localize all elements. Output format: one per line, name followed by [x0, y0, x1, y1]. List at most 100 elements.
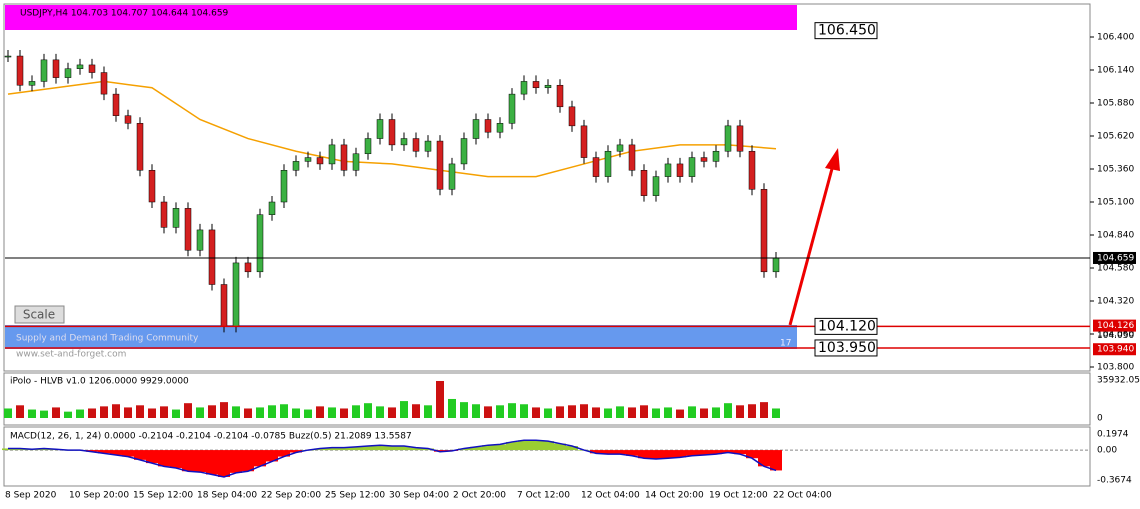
volume-bar — [604, 408, 612, 418]
axis-mark-label: 104.126 — [1097, 321, 1134, 331]
volume-bar — [688, 406, 696, 418]
macd-bar — [110, 450, 122, 455]
volume-bar — [124, 407, 132, 418]
macd-bar — [254, 450, 266, 467]
macd-bar — [98, 450, 110, 454]
price-tick-label: 104.320 — [1097, 297, 1134, 307]
macd-bar — [314, 448, 326, 451]
axis-mark-box — [1093, 343, 1136, 356]
volume-bar — [364, 403, 372, 418]
candle — [676, 163, 684, 177]
scale-button[interactable] — [14, 305, 65, 324]
price-tick-label: 105.880 — [1097, 99, 1134, 109]
macd-bar — [542, 441, 554, 451]
macd-title: MACD(12, 26, 1, 24) 0.0000 -0.2104 -0.21… — [10, 432, 412, 442]
candle — [772, 257, 780, 273]
candle — [28, 81, 36, 86]
volume-bar — [676, 409, 684, 418]
candle — [412, 138, 420, 152]
time-label: 22 Sep 20:00 — [261, 491, 321, 501]
candle — [556, 84, 564, 108]
candle — [604, 150, 612, 177]
arrow — [788, 164, 835, 326]
candle — [148, 170, 156, 203]
volume-tick-label: 0 — [1097, 414, 1103, 424]
candle — [688, 157, 696, 177]
volume-bar — [568, 405, 576, 418]
volume-bar — [88, 408, 96, 418]
volume-bar — [664, 407, 672, 418]
macd-bar — [710, 450, 722, 455]
candle — [460, 138, 468, 165]
level-label: 103.950 — [818, 340, 876, 356]
macd-bar — [698, 450, 710, 455]
time-label: 22 Oct 04:00 — [773, 491, 832, 501]
macd-bar — [530, 440, 542, 451]
macd-bar — [482, 445, 494, 451]
candle — [628, 144, 636, 171]
volume-bar — [556, 406, 564, 418]
candle — [52, 59, 60, 78]
macd-line — [8, 439, 777, 478]
zone-count: 17 — [780, 339, 791, 349]
candle — [700, 157, 708, 162]
price-tick-label: 105.620 — [1097, 132, 1134, 142]
macd-bar — [194, 450, 206, 473]
volume-bar — [400, 401, 408, 418]
macd-bar — [326, 447, 338, 451]
macd-bar — [722, 450, 734, 453]
current-price-box — [1093, 251, 1136, 264]
volume-bar — [268, 405, 276, 418]
volume-bar — [532, 407, 540, 418]
candle — [760, 189, 768, 273]
macd-bar — [374, 445, 386, 451]
macd-bar — [146, 450, 158, 464]
price-tick-label: 104.580 — [1097, 264, 1134, 274]
macd-bar — [458, 448, 470, 451]
macd-bar — [218, 450, 230, 477]
macd-bar — [14, 448, 26, 451]
volume-bar — [508, 403, 516, 418]
volume-bar — [472, 404, 480, 418]
volume-bar — [184, 403, 192, 418]
volume-bar — [148, 408, 156, 418]
arrow-head — [825, 148, 840, 171]
volume-bar — [280, 404, 288, 418]
macd-bar — [662, 450, 674, 459]
macd-bar — [422, 448, 434, 451]
scale-label[interactable]: Scale — [23, 308, 55, 322]
macd-bar — [278, 450, 290, 457]
macd-tick-label: 0.1974 — [1097, 430, 1129, 440]
macd-bar — [566, 446, 578, 451]
candle — [448, 163, 456, 190]
current-price-label: 104.659 — [1097, 253, 1134, 263]
candle — [160, 201, 168, 228]
price-tick-label: 105.100 — [1097, 198, 1134, 208]
volume-bar — [52, 407, 60, 418]
axis-mark-label: 104.050 — [1097, 331, 1134, 341]
candle — [652, 176, 660, 196]
candle — [568, 106, 576, 127]
level-box — [814, 339, 878, 357]
level-label: 106.450 — [818, 23, 876, 39]
volume-bar — [256, 407, 264, 418]
macd-bar — [386, 446, 398, 451]
macd-bar — [122, 450, 134, 457]
macd-tick-label: -0.3674 — [1097, 476, 1132, 486]
candle — [304, 157, 312, 162]
volume-bar — [352, 405, 360, 418]
macd-bar — [590, 450, 602, 454]
macd-bar — [2, 448, 14, 451]
volume-bar — [40, 410, 48, 418]
macd-bar — [758, 450, 770, 467]
volume-bar — [388, 407, 396, 418]
candle — [436, 140, 444, 190]
volume-bar — [580, 404, 588, 418]
candle — [280, 170, 288, 203]
volume-bar — [328, 407, 336, 418]
macd-bar — [410, 447, 422, 451]
volume-title: iPolo - HLVB v1.0 1206.0000 9929.0000 — [10, 377, 189, 387]
volume-bar — [448, 398, 456, 418]
candle — [88, 64, 96, 73]
